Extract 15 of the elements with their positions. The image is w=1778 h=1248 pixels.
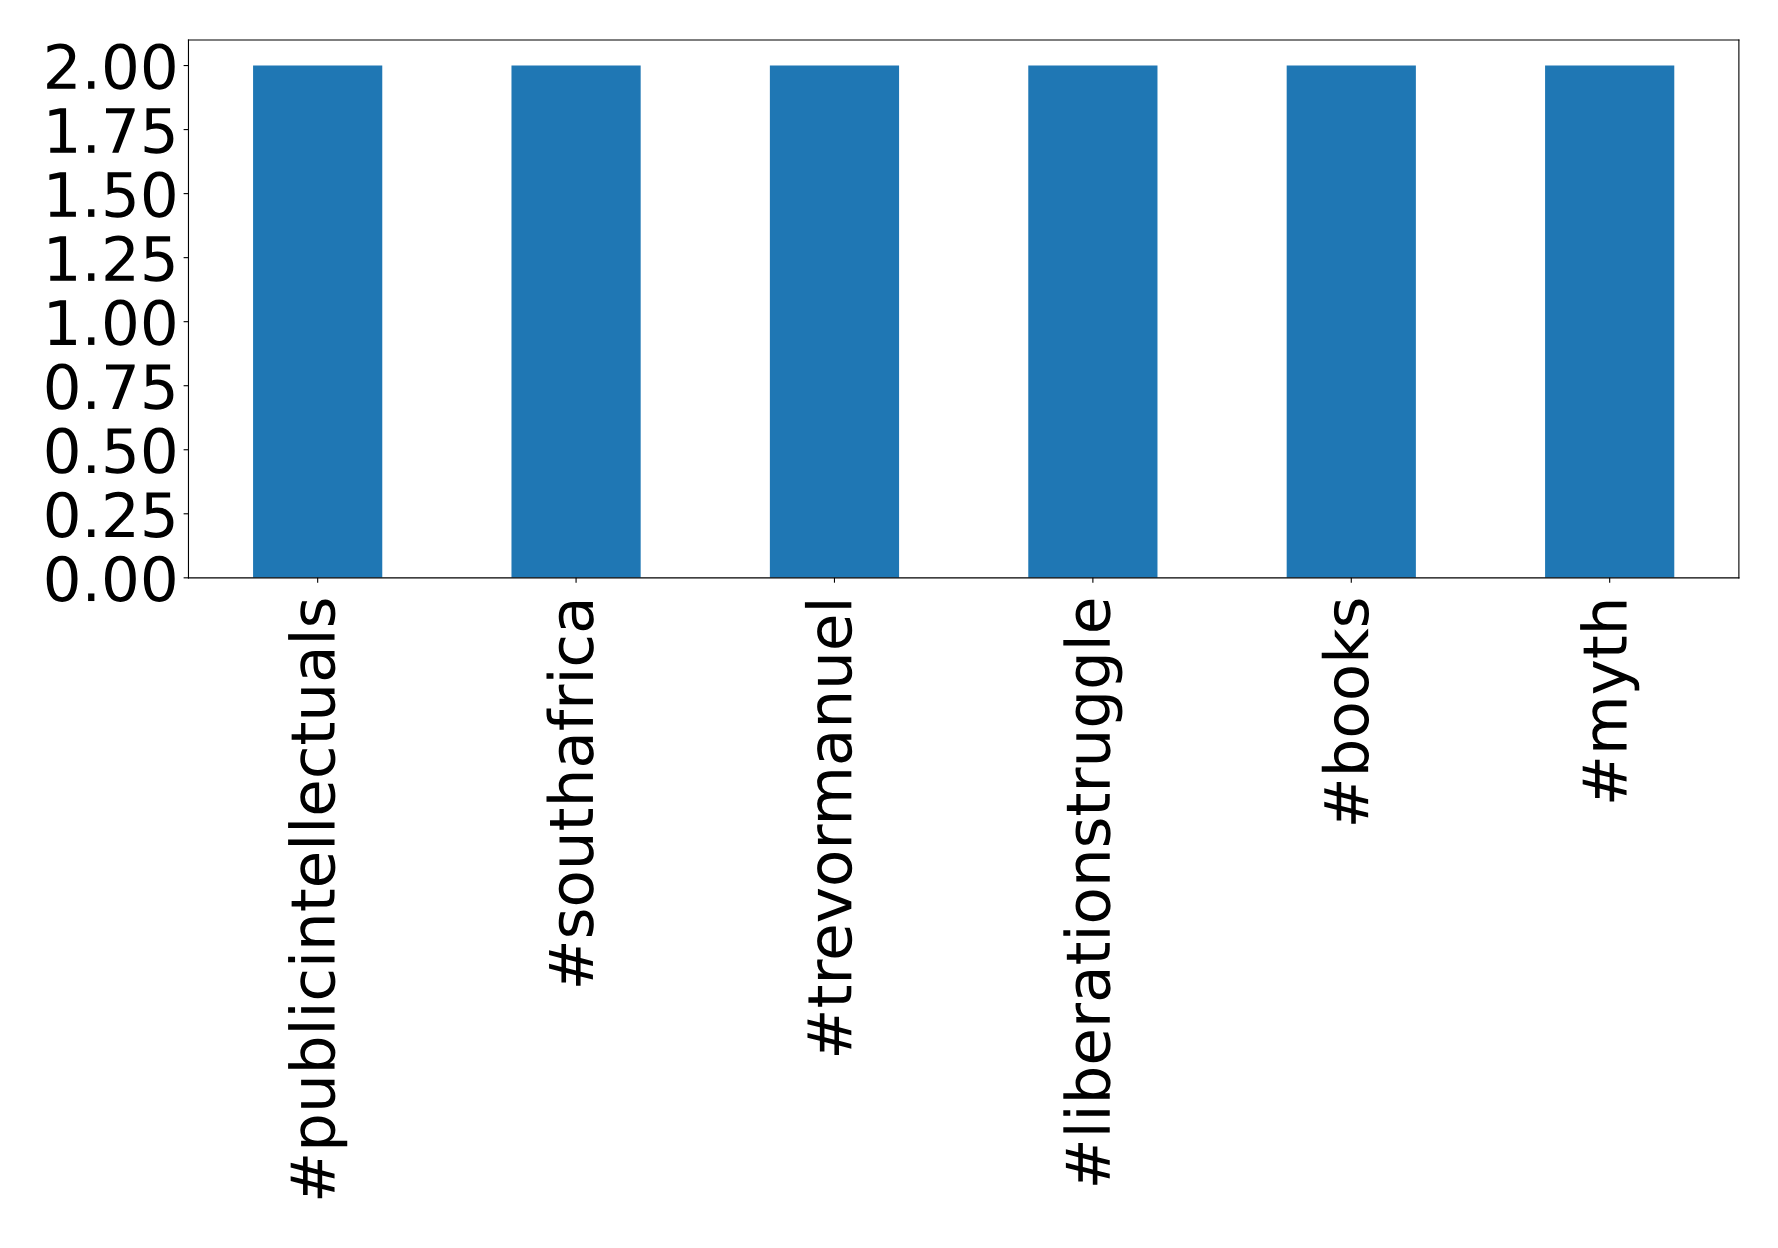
x-tick-label: #southafrica [546, 602, 594, 986]
y-tick-label: 1.50 [49, 171, 175, 218]
y-tick-label: 0.00 [46, 555, 175, 602]
y-tick-label: 0.50 [46, 427, 175, 474]
y-tick-label: 0.75 [46, 363, 174, 410]
y-tick-label: 1.25 [49, 235, 174, 282]
y-tick-label: 2.00 [47, 43, 175, 90]
y-tick-label: 0.25 [46, 491, 174, 538]
x-tick-label: #myth [1580, 601, 1640, 802]
y-tick-label: 1.75 [49, 108, 174, 154]
y-tick-label: 1.00 [49, 299, 175, 346]
x-tick-label: #liberationstruggle [1063, 599, 1123, 1185]
x-tick-label: #books [1321, 599, 1370, 824]
x-tick-label: #publicintellectuals [288, 599, 348, 1199]
x-tick-label: #trevormanuel [804, 602, 853, 1055]
